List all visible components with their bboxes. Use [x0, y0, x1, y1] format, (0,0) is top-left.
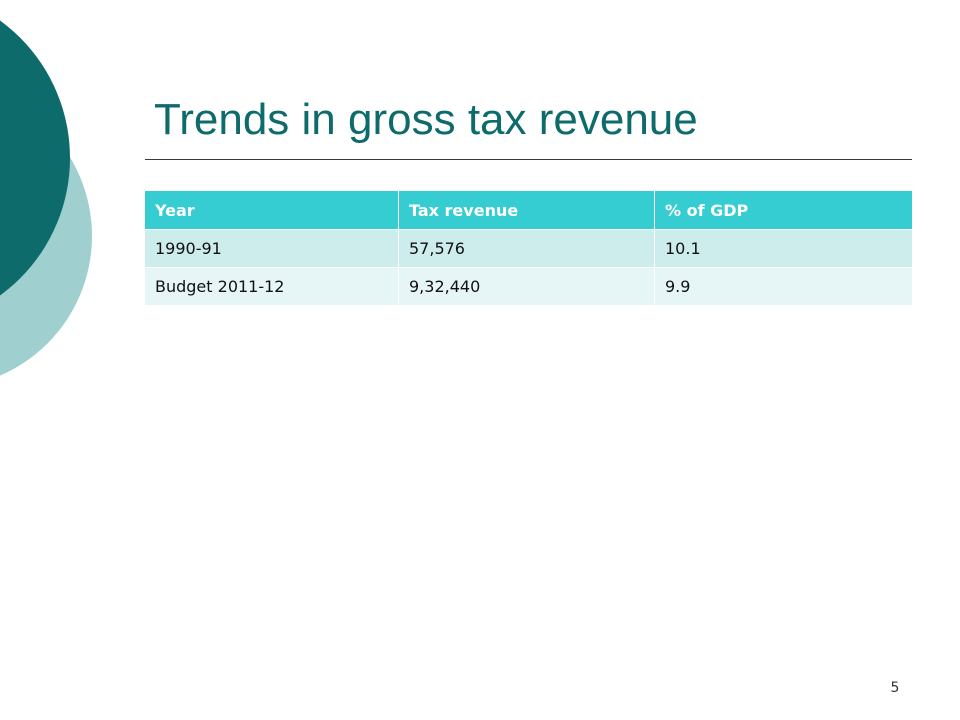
- header-year: Year: [145, 191, 399, 230]
- header-tax-revenue: Tax revenue: [399, 191, 655, 230]
- table-row: Budget 2011-12 9,32,440 9.9: [145, 268, 912, 306]
- decorative-circles: [0, 20, 92, 376]
- page-number: 5: [890, 680, 900, 696]
- cell-percent-gdp: 9.9: [655, 268, 912, 306]
- header-percent-gdp: % of GDP: [655, 191, 912, 230]
- table-row: 1990-91 57,576 10.1: [145, 230, 912, 268]
- cell-year: 1990-91: [145, 230, 399, 268]
- cell-tax-revenue: 9,32,440: [399, 268, 655, 306]
- cell-tax-revenue: 57,576: [399, 230, 655, 268]
- tax-revenue-table: Year Tax revenue % of GDP 1990-91 57,576…: [145, 191, 912, 306]
- dark-teal-circle: [0, 20, 70, 296]
- slide-title: Trends in gross tax revenue: [154, 95, 698, 144]
- table-header-row: Year Tax revenue % of GDP: [145, 191, 912, 230]
- title-divider: [145, 159, 912, 160]
- cell-year: Budget 2011-12: [145, 268, 399, 306]
- cell-percent-gdp: 10.1: [655, 230, 912, 268]
